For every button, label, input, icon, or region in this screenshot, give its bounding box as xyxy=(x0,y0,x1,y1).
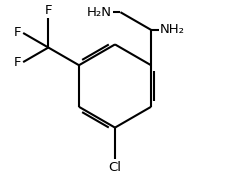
Text: F: F xyxy=(14,26,21,40)
Text: H₂N: H₂N xyxy=(87,6,112,19)
Text: F: F xyxy=(14,56,21,69)
Text: Cl: Cl xyxy=(108,161,121,174)
Text: F: F xyxy=(44,4,52,17)
Text: NH₂: NH₂ xyxy=(159,23,184,36)
